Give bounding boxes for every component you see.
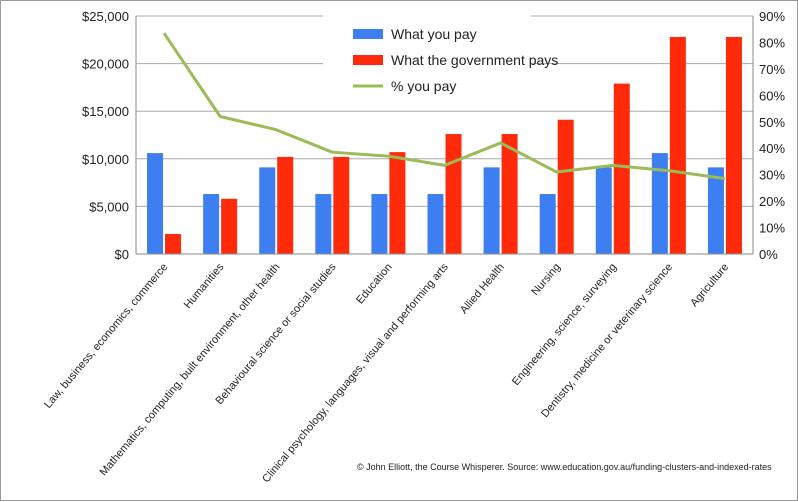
- right-tick-label: 70%: [759, 62, 785, 77]
- category-label: Allied Health: [458, 261, 507, 316]
- bar-what-you-pay: [707, 167, 724, 254]
- right-tick-label: 10%: [759, 221, 785, 236]
- credit-text: © John Elliott, the Course Whisperer. So…: [357, 462, 772, 472]
- left-tick-label: $0: [115, 247, 129, 262]
- bar-what-you-pay: [203, 194, 220, 254]
- bar-government-pays: [613, 83, 630, 254]
- bar-what-you-pay: [259, 167, 276, 254]
- percent-line: [162, 32, 726, 181]
- bar-what-you-pay: [539, 194, 556, 254]
- category-label: Agriculture: [688, 261, 731, 309]
- category-label: Engineering, science, surveying: [510, 261, 619, 388]
- right-tick-label: 60%: [759, 88, 785, 103]
- left-tick-label: $10,000: [82, 152, 129, 167]
- bar-what-you-pay: [147, 153, 164, 254]
- bar-government-pays: [277, 156, 294, 254]
- right-tick-label: 80%: [759, 35, 785, 50]
- right-tick-label: 90%: [759, 9, 785, 24]
- bar-government-pays: [389, 152, 406, 254]
- bar-government-pays: [333, 156, 350, 254]
- left-tick-label: $20,000: [82, 57, 129, 72]
- bar-what-you-pay: [371, 194, 388, 254]
- right-axis-ticks: 0% 10% 20% 30% 40% 50% 60% 70% 80% 90%: [759, 9, 785, 262]
- legend: What you pay What the government pays % yo…: [323, 15, 558, 101]
- category-label: Law, business, economics, commerce: [42, 261, 170, 411]
- legend-label: What the government pays: [391, 52, 558, 68]
- percent-line-series: [162, 32, 726, 181]
- bar-what-you-pay: [595, 167, 612, 254]
- bar-what-you-pay: [483, 167, 500, 254]
- category-label: Humanities: [182, 261, 227, 311]
- right-tick-label: 0%: [759, 247, 778, 262]
- right-tick-label: 20%: [759, 194, 785, 209]
- legend-swatch-government-pays: [353, 55, 383, 65]
- right-tick-label: 40%: [759, 141, 785, 156]
- legend-label: % you pay: [391, 78, 456, 94]
- category-label: Dentistry, medicine or veterinary scienc…: [539, 261, 675, 420]
- left-tick-label: $15,000: [82, 104, 129, 119]
- bar-government-pays: [165, 234, 182, 254]
- bar-government-pays: [557, 119, 574, 254]
- bar-what-you-pay: [427, 194, 444, 254]
- bars: [147, 36, 742, 254]
- axes: [135, 16, 754, 255]
- left-tick-label: $25,000: [82, 9, 129, 24]
- category-labels: Law, business, economics, commerce Humani…: [42, 261, 731, 485]
- legend-swatch-what-you-pay: [353, 29, 383, 39]
- right-tick-label: 30%: [759, 168, 785, 183]
- bar-what-you-pay: [315, 194, 332, 254]
- left-axis-ticks: $0 $5,000 $10,000 $15,000 $20,000 $25,000: [82, 9, 129, 262]
- bar-government-pays: [221, 198, 238, 254]
- bar-government-pays: [501, 134, 518, 254]
- category-label: Education: [354, 261, 395, 306]
- bar-government-pays: [445, 134, 462, 254]
- left-tick-label: $5,000: [89, 199, 129, 214]
- bar-what-you-pay: [651, 153, 668, 254]
- right-tick-label: 50%: [759, 115, 785, 130]
- legend-label: What you pay: [391, 26, 477, 42]
- category-label: Nursing: [529, 261, 563, 298]
- category-label: Clinical psychology, languages, visual a…: [260, 261, 451, 485]
- bar-government-pays: [669, 36, 686, 254]
- bar-government-pays: [725, 36, 742, 254]
- category-label: Behavioural science or social studies: [213, 261, 338, 407]
